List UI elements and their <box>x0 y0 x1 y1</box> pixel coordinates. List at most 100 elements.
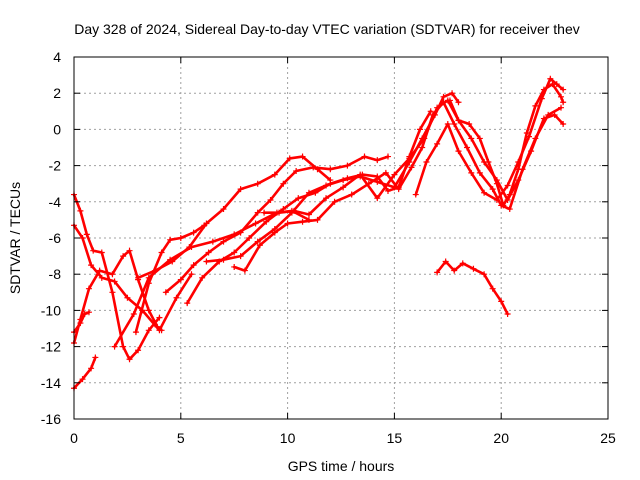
series-trace <box>435 260 509 316</box>
y-tick-label: 0 <box>53 121 61 137</box>
data-point <box>284 220 291 227</box>
data-point <box>528 148 535 155</box>
data-point <box>493 196 500 203</box>
data-series <box>71 75 567 392</box>
x-tick-labels: 0 5 10 15 20 25 <box>70 430 616 446</box>
y-tick-label: -6 <box>49 230 62 246</box>
data-point <box>237 253 244 260</box>
data-point <box>237 229 244 236</box>
data-point <box>190 262 197 269</box>
y-tick-label: -8 <box>49 266 62 282</box>
data-point <box>145 280 152 287</box>
data-point <box>449 90 456 97</box>
series-s3 <box>71 247 165 346</box>
x-tick-label: 5 <box>177 430 185 446</box>
data-point <box>267 196 274 203</box>
data-point <box>188 271 195 278</box>
data-point <box>455 99 462 106</box>
grid <box>74 57 608 419</box>
data-point <box>468 135 475 142</box>
y-tick-label: -10 <box>41 302 61 318</box>
data-point <box>299 153 306 160</box>
data-point <box>145 327 152 334</box>
data-point <box>203 220 210 227</box>
data-point <box>241 267 248 274</box>
chart-title: Day 328 of 2024, Sidereal Day-to-day VTE… <box>74 21 580 37</box>
data-point <box>85 309 92 316</box>
x-axis-label: GPS time / hours <box>288 458 395 474</box>
data-point <box>132 329 139 336</box>
data-point <box>109 289 116 296</box>
data-point <box>79 235 86 241</box>
series-s14 <box>412 75 567 203</box>
data-point <box>271 229 278 236</box>
data-point <box>498 298 505 305</box>
data-point <box>90 247 97 254</box>
y-tick-label: -4 <box>49 194 62 210</box>
data-point <box>323 182 330 189</box>
data-point <box>135 347 142 354</box>
data-point <box>256 242 263 249</box>
series-s10 <box>184 108 434 307</box>
data-point <box>361 153 368 160</box>
data-point <box>412 191 419 198</box>
data-point <box>305 211 312 218</box>
data-point <box>489 285 496 292</box>
axis-ticks <box>73 56 609 420</box>
data-point <box>77 320 84 327</box>
data-point <box>406 155 413 162</box>
data-point <box>560 99 567 106</box>
series-trace <box>72 356 97 390</box>
data-point <box>408 164 415 171</box>
data-point <box>515 177 522 184</box>
data-point <box>199 274 206 281</box>
data-point <box>276 209 283 216</box>
data-point <box>374 157 381 164</box>
data-point <box>314 216 321 223</box>
data-point <box>169 258 176 265</box>
y-tick-label: 2 <box>53 85 61 101</box>
data-point <box>130 311 137 318</box>
data-point <box>476 135 483 142</box>
data-point <box>434 104 441 111</box>
data-point <box>419 144 426 151</box>
data-point <box>327 166 334 173</box>
data-point <box>293 168 300 175</box>
data-point <box>504 182 511 189</box>
data-point <box>237 186 244 193</box>
data-point <box>331 198 338 205</box>
series-trace <box>164 155 390 294</box>
data-point <box>470 265 477 272</box>
data-point <box>560 120 567 127</box>
data-point <box>254 238 261 245</box>
data-point <box>558 104 565 111</box>
data-point <box>451 120 458 127</box>
data-point <box>340 184 347 191</box>
data-point <box>83 231 90 238</box>
data-point <box>455 117 462 124</box>
y-axis-label: SDTVAR / TECUs <box>7 182 23 294</box>
data-point <box>464 144 471 151</box>
data-point <box>340 177 347 184</box>
data-point <box>434 140 441 147</box>
data-point <box>540 86 547 93</box>
data-point <box>344 162 351 169</box>
x-tick-label: 20 <box>493 430 509 446</box>
y-tick-label: -14 <box>41 375 61 391</box>
data-point <box>271 171 278 178</box>
data-point <box>184 300 191 307</box>
data-point <box>124 294 131 301</box>
x-tick-label: 25 <box>600 430 616 446</box>
series-s15 <box>446 81 567 209</box>
data-point <box>154 323 161 330</box>
data-point <box>158 327 165 334</box>
series-s8 <box>135 153 334 281</box>
data-point <box>468 169 475 176</box>
data-point <box>506 191 513 198</box>
data-point <box>427 108 434 115</box>
data-point <box>126 356 133 363</box>
series-trace <box>113 209 311 348</box>
data-point <box>126 247 133 254</box>
data-point <box>532 102 539 109</box>
data-point <box>547 75 554 82</box>
